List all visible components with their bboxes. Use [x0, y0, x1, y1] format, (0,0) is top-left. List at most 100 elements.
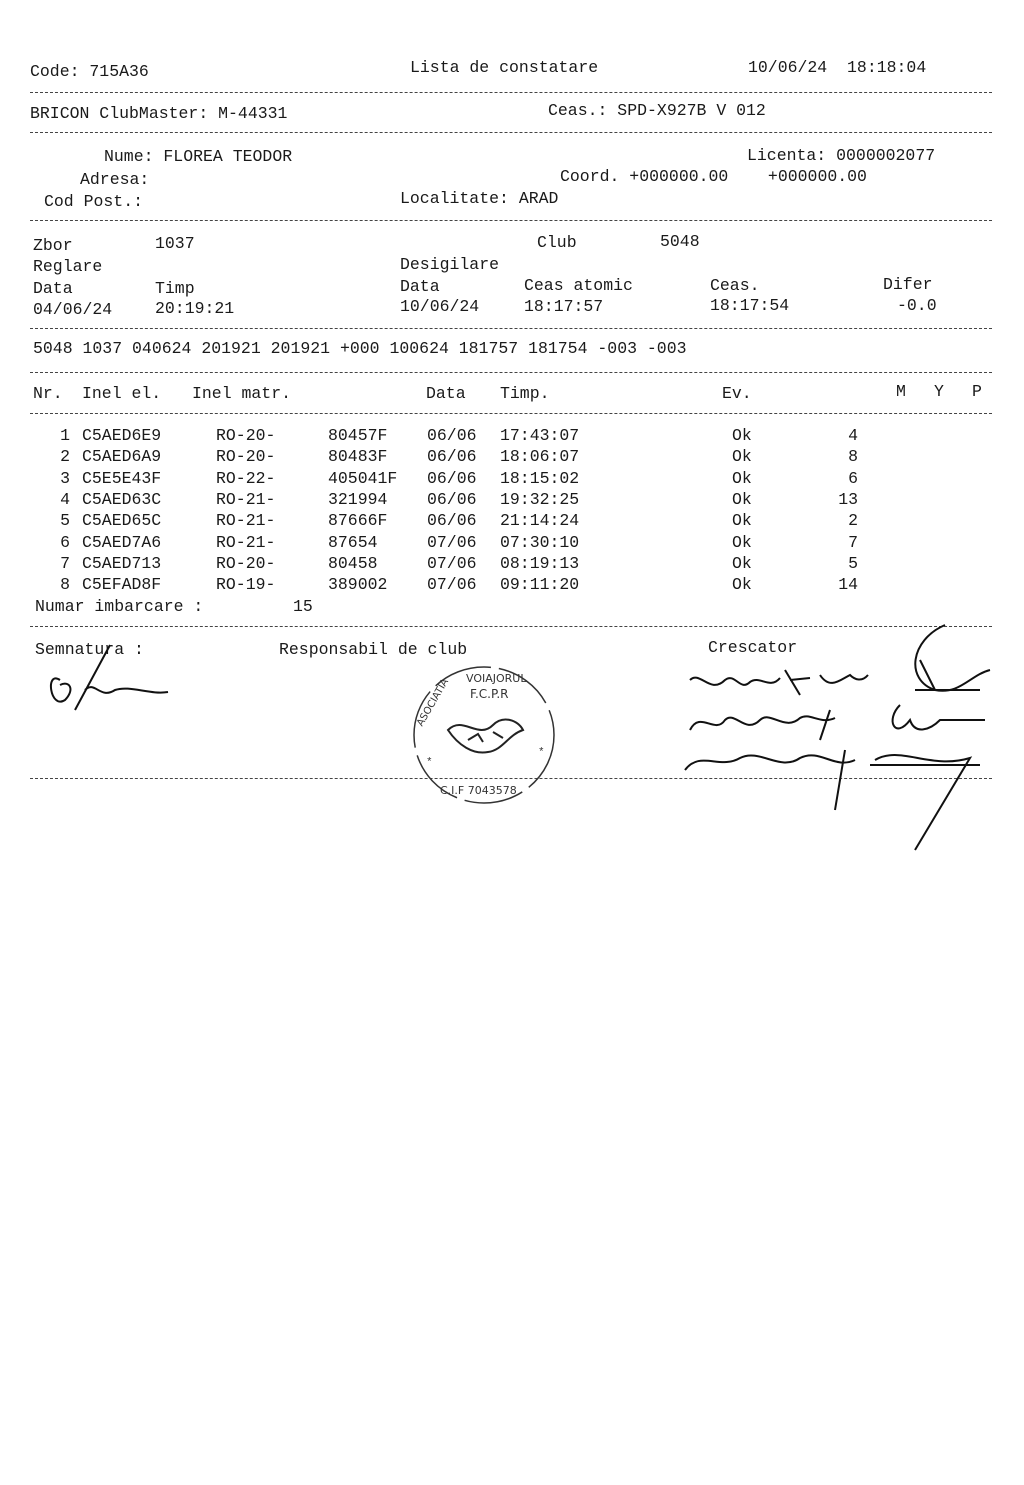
- cell-prefix: RO-19-: [216, 575, 276, 595]
- club-number: 5048: [660, 232, 700, 251]
- cell-prefix: RO-21-: [216, 489, 276, 509]
- cell-matr: 80457F: [328, 426, 388, 445]
- document-code: Code: 715A36: [30, 62, 149, 81]
- col-ev: Ev.: [722, 384, 752, 403]
- divider: [30, 220, 992, 221]
- cell-ev: Ok: [732, 575, 752, 595]
- cell-matr: 321994: [328, 489, 388, 509]
- col-y: Y: [934, 382, 944, 401]
- cell-data: 06/06: [427, 489, 477, 509]
- svg-text:F.C.P.R: F.C.P.R: [470, 687, 509, 701]
- difference-value: -0.0: [897, 296, 937, 315]
- cell-matr: 87666F: [328, 511, 388, 531]
- col-timp: Timp.: [500, 384, 550, 403]
- breeder-label: Crescator: [708, 638, 798, 657]
- reglare-time: 20:19:21: [155, 299, 235, 318]
- desig-date: 10/06/24: [400, 297, 480, 316]
- cell-m: 4: [848, 426, 858, 445]
- cell-prefix: RO-21-: [216, 532, 276, 552]
- cell-nr: 3: [60, 468, 70, 488]
- table-row: 7 C5AED713 RO-20- 80458 07/06 08:19:13 Ok 5: [0, 554, 1024, 575]
- divider: [30, 372, 992, 373]
- cell-inel-el: C5AED65C: [82, 511, 162, 531]
- cell-data: 07/06: [427, 575, 477, 595]
- cell-timp: 09:11:20: [500, 575, 580, 595]
- table-row: 8 C5EFAD8F RO-19- 389002 07/06 09:11:20 Ok 14: [0, 575, 1024, 596]
- document-title: Lista de constatare: [410, 58, 599, 77]
- club-label: Club: [537, 233, 577, 252]
- svg-text:*: *: [426, 757, 433, 769]
- reglare-label: Reglare: [33, 257, 103, 276]
- owner-coordinates: Coord. +000000.00 +000000.00: [560, 167, 867, 186]
- cell-matr: 80458: [328, 553, 378, 573]
- svg-text:ASOCIATIA: ASOCIATIA: [415, 677, 451, 728]
- cell-prefix: RO-20-: [216, 553, 276, 573]
- cell-data: 06/06: [427, 511, 477, 531]
- atomic-clock-time: 18:17:57: [524, 297, 604, 316]
- cell-timp: 18:15:02: [500, 468, 580, 488]
- owner-name: Nume: FLOREA TEODOR: [104, 147, 293, 166]
- cell-m: 14: [838, 575, 858, 595]
- cell-ev: Ok: [732, 426, 752, 445]
- cell-ev: Ok: [732, 468, 752, 488]
- owner-postcode: Cod Post.:: [44, 192, 144, 211]
- col-nr: Nr.: [33, 384, 63, 403]
- col-p: P: [972, 382, 982, 401]
- table-row: 1 C5AED6E9 RO-20- 80457F 06/06 17:43:07 Ok 4: [0, 426, 1024, 447]
- cell-data: 06/06: [427, 426, 477, 445]
- clock-time: 18:17:54: [710, 296, 790, 315]
- cell-prefix: RO-20-: [216, 426, 276, 445]
- flight-label: Zbor: [33, 236, 73, 255]
- cell-prefix: RO-22-: [216, 468, 276, 488]
- cell-nr: 6: [60, 532, 70, 552]
- cell-inel-el: C5E5E43F: [82, 468, 162, 488]
- table-row: 4 C5AED63C RO-21- 321994 06/06 19:32:25 Ok 13: [0, 490, 1024, 511]
- clock-id: Ceas.: SPD-X927B V 012: [548, 101, 766, 120]
- cell-m: 5: [848, 553, 858, 573]
- cell-prefix: RO-21-: [216, 511, 276, 531]
- cell-ev: Ok: [732, 447, 752, 467]
- cell-inel-el: C5AED7A6: [82, 532, 162, 552]
- atomic-clock-label: Ceas atomic: [524, 276, 633, 295]
- table-row: 6 C5AED7A6 RO-21- 87654 07/06 07:30:10 Ok 7: [0, 533, 1024, 554]
- cell-nr: 8: [60, 575, 70, 595]
- reglare-data-label: Data: [33, 279, 73, 298]
- col-inel-matr: Inel matr.: [192, 384, 292, 403]
- difference-label: Difer: [883, 275, 933, 294]
- col-inel-el: Inel el.: [82, 384, 162, 403]
- cell-timp: 21:14:24: [500, 511, 580, 531]
- cell-m: 13: [838, 489, 858, 509]
- cell-data: 07/06: [427, 532, 477, 552]
- club-responsible-label: Responsabil de club: [279, 640, 468, 659]
- cell-inel-el: C5AED713: [82, 553, 162, 573]
- cell-data: 06/06: [427, 447, 477, 467]
- desigilare-label: Desigilare: [400, 255, 500, 274]
- cell-nr: 1: [60, 426, 70, 445]
- cell-timp: 08:19:13: [500, 553, 580, 573]
- divider: [30, 626, 992, 627]
- reglare-date: 04/06/24: [33, 300, 113, 319]
- cell-inel-el: C5AED6E9: [82, 426, 162, 445]
- cell-timp: 19:32:25: [500, 489, 580, 509]
- breeder-signatures: [684, 624, 991, 851]
- owner-locality: Localitate: ARAD: [400, 189, 559, 208]
- cell-ev: Ok: [732, 489, 752, 509]
- reglare-timp-label: Timp: [155, 279, 195, 298]
- clock-label: Ceas.: [710, 276, 760, 295]
- cell-m: 7: [848, 532, 858, 552]
- cell-matr: 389002: [328, 575, 388, 595]
- table-row: 3 C5E5E43F RO-22- 405041F 06/06 18:15:02 Ok 6: [0, 469, 1024, 490]
- svg-text:*: *: [538, 747, 545, 759]
- numar-imbarcare-value: 15: [293, 597, 313, 616]
- table-row: 2 C5AED6A9 RO-20- 80483F 06/06 18:06:07 Ok 8: [0, 447, 1024, 468]
- cell-nr: 5: [60, 511, 70, 531]
- cell-ev: Ok: [732, 511, 752, 531]
- cell-matr: 87654: [328, 532, 378, 552]
- col-data: Data: [426, 384, 466, 403]
- cell-ev: Ok: [732, 553, 752, 573]
- desig-data-label: Data: [400, 277, 440, 296]
- flight-number: 1037: [155, 234, 195, 253]
- cell-nr: 4: [60, 489, 70, 509]
- cell-inel-el: C5AED63C: [82, 489, 162, 509]
- cell-data: 06/06: [427, 468, 477, 488]
